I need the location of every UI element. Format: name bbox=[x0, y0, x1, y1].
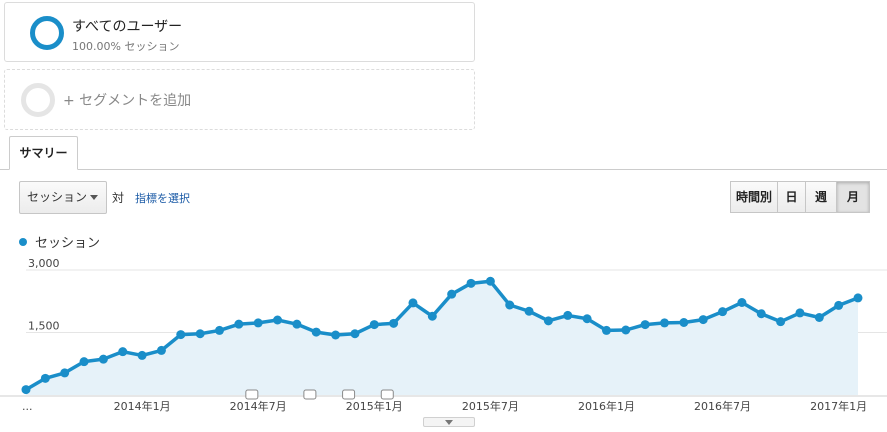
segment-title: すべてのユーザー bbox=[72, 19, 183, 35]
data-point[interactable] bbox=[311, 327, 321, 337]
data-point[interactable] bbox=[369, 320, 379, 330]
choose-metric-link[interactable]: 指標を選択 bbox=[135, 192, 190, 205]
data-point[interactable] bbox=[466, 278, 476, 288]
data-point[interactable] bbox=[253, 318, 263, 328]
data-point[interactable] bbox=[621, 325, 631, 335]
data-point[interactable] bbox=[60, 368, 70, 378]
empty-segment-ring-icon bbox=[21, 83, 55, 117]
granularity-month-button[interactable]: 月 bbox=[836, 181, 870, 213]
legend-dot-icon bbox=[19, 237, 27, 246]
legend-label: セッション bbox=[35, 236, 101, 251]
annotation-icon[interactable] bbox=[303, 389, 317, 400]
data-point[interactable] bbox=[543, 316, 553, 326]
data-point[interactable] bbox=[350, 329, 360, 339]
data-point[interactable] bbox=[601, 325, 611, 335]
annotation-icon[interactable] bbox=[245, 389, 259, 400]
data-point[interactable] bbox=[408, 298, 418, 308]
data-point[interactable] bbox=[737, 298, 747, 307]
data-point[interactable] bbox=[156, 345, 166, 355]
data-point[interactable] bbox=[118, 347, 128, 357]
x-tick-label: 2016年7月 bbox=[694, 399, 751, 413]
series-area bbox=[26, 281, 858, 395]
data-point[interactable] bbox=[563, 310, 573, 320]
annotation-icon[interactable] bbox=[342, 389, 356, 400]
data-point[interactable] bbox=[331, 330, 341, 340]
granularity-day-button[interactable]: 日 bbox=[777, 181, 806, 213]
chart-expand-handle[interactable] bbox=[423, 417, 475, 427]
tab-summary[interactable]: サマリー bbox=[9, 136, 78, 170]
x-tick-label: ... bbox=[22, 400, 33, 413]
data-point[interactable] bbox=[660, 318, 670, 328]
segment-all-users[interactable]: すべてのユーザー 100.00% セッション bbox=[4, 2, 475, 62]
data-point[interactable] bbox=[79, 357, 89, 367]
data-point[interactable] bbox=[524, 306, 534, 316]
segment-subtitle: 100.00% セッション bbox=[72, 40, 180, 53]
data-point[interactable] bbox=[176, 330, 186, 340]
data-point[interactable] bbox=[273, 315, 283, 325]
data-point[interactable] bbox=[505, 300, 515, 310]
data-point[interactable] bbox=[234, 319, 244, 329]
data-point[interactable] bbox=[756, 309, 766, 319]
sessions-line-chart[interactable]: 1,500 3,000... 2014年1月 2014年7月 2015年1月 2015年7… bbox=[0, 255, 887, 417]
add-segment-label[interactable]: + セグメントを追加 bbox=[63, 93, 192, 109]
data-point[interactable] bbox=[21, 385, 31, 395]
y-tick-label: 3,000 bbox=[28, 257, 60, 270]
chart-legend: セッション bbox=[19, 232, 100, 251]
segment-ring-icon bbox=[30, 16, 64, 50]
annotation-icon[interactable] bbox=[380, 389, 394, 400]
data-point[interactable] bbox=[137, 350, 147, 360]
chevron-down-icon bbox=[90, 195, 98, 200]
x-tick-label: 2014年7月 bbox=[230, 399, 287, 413]
granularity-hourly-button[interactable]: 時間別 bbox=[730, 181, 778, 213]
data-point[interactable] bbox=[698, 315, 708, 325]
x-tick-label: 2014年1月 bbox=[114, 399, 171, 413]
data-point[interactable] bbox=[814, 313, 824, 322]
chevron-down-icon bbox=[445, 420, 453, 425]
tab-bar-divider bbox=[0, 169, 887, 170]
data-point[interactable] bbox=[40, 373, 50, 383]
granularity-buttons: 時間別 日 週 月 bbox=[730, 181, 870, 213]
versus-label: 対 bbox=[112, 191, 125, 205]
add-segment-card[interactable]: + セグメントを追加 bbox=[4, 69, 475, 130]
data-point[interactable] bbox=[853, 293, 863, 303]
data-point[interactable] bbox=[98, 354, 108, 364]
data-point[interactable] bbox=[718, 307, 728, 317]
data-point[interactable] bbox=[214, 325, 224, 335]
data-point[interactable] bbox=[292, 319, 302, 329]
data-point[interactable] bbox=[389, 318, 399, 328]
metric-dropdown-value: セッション bbox=[27, 190, 88, 204]
data-point[interactable] bbox=[640, 320, 650, 330]
data-point[interactable] bbox=[427, 311, 437, 321]
data-point[interactable] bbox=[834, 300, 844, 310]
data-point[interactable] bbox=[582, 314, 592, 324]
x-tick-label: 2016年1月 bbox=[578, 399, 635, 413]
x-tick-label: 2015年1月 bbox=[346, 399, 403, 413]
metric-dropdown[interactable]: セッション bbox=[19, 181, 107, 214]
granularity-week-button[interactable]: 週 bbox=[805, 181, 837, 213]
data-point[interactable] bbox=[795, 308, 805, 318]
y-tick-label: 1,500 bbox=[28, 320, 60, 333]
x-tick-label: 2017年1月 bbox=[810, 399, 867, 413]
data-point[interactable] bbox=[776, 317, 786, 327]
data-point[interactable] bbox=[485, 276, 495, 286]
x-tick-label: 2015年7月 bbox=[462, 399, 519, 413]
data-point[interactable] bbox=[195, 329, 205, 339]
data-point[interactable] bbox=[447, 289, 457, 299]
data-point[interactable] bbox=[679, 318, 689, 327]
